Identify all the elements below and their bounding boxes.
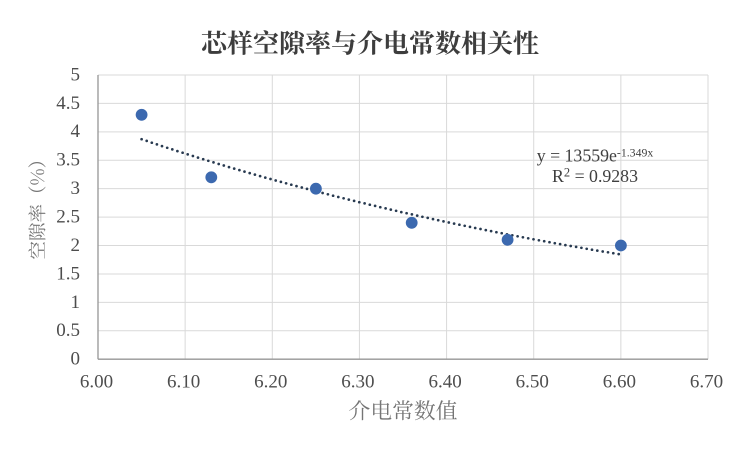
svg-text:5: 5 [71,64,81,85]
svg-text:2.5: 2.5 [56,207,80,228]
svg-text:6.40: 6.40 [428,372,461,393]
svg-text:0.5: 0.5 [56,320,80,341]
svg-text:3.5: 3.5 [56,150,80,171]
svg-text:6.20: 6.20 [254,372,287,393]
svg-text:6.00: 6.00 [80,372,113,393]
svg-text:6.50: 6.50 [516,372,549,393]
svg-text:6.10: 6.10 [167,372,200,393]
svg-text:2: 2 [71,235,81,256]
svg-text:4.5: 4.5 [56,93,80,114]
svg-text:0: 0 [71,349,81,370]
svg-text:6.30: 6.30 [341,372,374,393]
svg-text:6.70: 6.70 [690,372,723,393]
svg-text:4: 4 [71,121,81,142]
svg-text:1.5: 1.5 [56,263,80,284]
svg-text:3: 3 [71,178,81,199]
svg-text:6.60: 6.60 [603,372,636,393]
svg-text:1: 1 [71,292,81,313]
svg-text:R2 = 0.9283: R2 = 0.9283 [552,166,638,187]
